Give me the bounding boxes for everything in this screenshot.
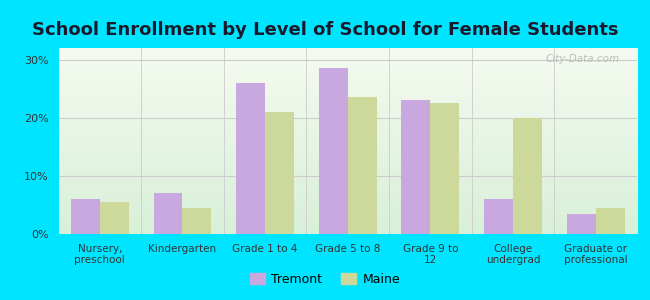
Bar [236, 83, 265, 234]
Bar [484, 199, 513, 234]
Bar [265, 112, 294, 234]
Bar [71, 199, 100, 234]
Bar [595, 208, 625, 234]
Text: School Enrollment by Level of School for Female Students: School Enrollment by Level of School for… [32, 21, 618, 39]
Legend: Tremont, Maine: Tremont, Maine [245, 268, 405, 291]
Bar [567, 214, 595, 234]
Bar [100, 202, 129, 234]
Bar [153, 193, 183, 234]
Bar [430, 103, 460, 234]
Bar [318, 68, 348, 234]
Text: City-Data.com: City-Data.com [545, 54, 619, 64]
Bar [348, 98, 377, 234]
Bar [513, 118, 542, 234]
Bar [402, 100, 430, 234]
Bar [183, 208, 211, 234]
